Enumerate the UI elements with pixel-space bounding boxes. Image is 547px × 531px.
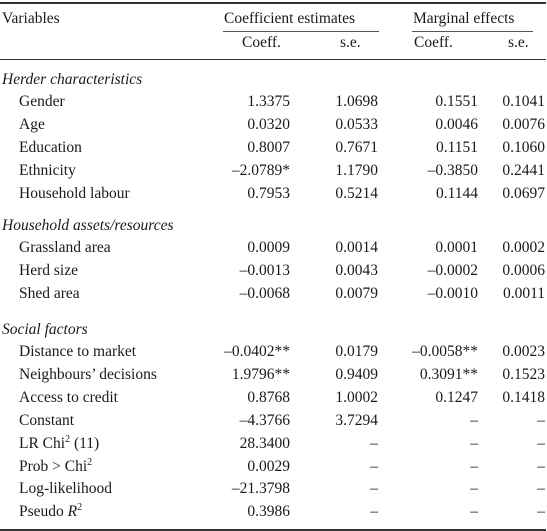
row-label: Shed area [19,284,80,302]
marginal-se-value: 0.0011 [502,284,545,302]
marginal-se-value: 0.1418 [502,388,545,406]
marginal-se-value: 0.0076 [502,115,545,133]
row-label: LR Chi2 (11) [19,433,100,452]
row-label: Log-likelihood [19,480,112,498]
coeff-value: 1.3375 [247,93,290,110]
section-title: Household assets/resources [2,217,174,234]
row-label: Neighbours’ decisions [19,365,157,383]
marginal-coeff-value: – [470,434,478,452]
marginal-coeff-value: –0.0010 [427,284,478,302]
subheader-se: s.e. [340,34,361,51]
marginal-coeff-value: –0.0002 [427,261,478,279]
coeff-value: –0.0068 [239,284,290,302]
header-rule [0,59,546,60]
coeff-value: 28.3400 [239,434,290,452]
coeff-value: 0.0029 [247,457,290,475]
marginal-se-value: 0.1523 [502,365,545,383]
marginal-se-value: 0.2441 [502,161,545,179]
marginal-se-value: 0.1041 [502,93,545,110]
row-label: Education [19,138,82,156]
marginal-coeff-value: – [470,411,478,429]
se-value: 1.0698 [335,93,378,110]
coeff-value: 0.7953 [247,184,290,202]
coeff-value: 1.9796** [231,365,290,383]
se-value: 0.0014 [335,239,378,256]
se-value: 0.7671 [335,138,378,156]
header-variables: Variables [2,10,60,27]
coeff-value: 0.8768 [247,388,290,406]
se-value: 0.0533 [335,115,378,133]
row-label: Gender [19,93,65,110]
header-coefficient-estimates: Coefficient estimates [224,10,355,27]
se-value: 1.0002 [335,388,378,406]
se-value: 0.5214 [335,184,378,202]
subheader-coeff: Coeff. [242,34,281,51]
se-value: – [370,480,378,498]
row-label: Access to credit [19,388,118,406]
se-value: 0.9409 [335,365,378,383]
header-marginal-effects: Marginal effects [413,10,515,27]
marginal-coeff-value: 0.0001 [435,239,478,256]
row-label: Distance to market [19,343,137,360]
marginal-coeff-value: 0.1144 [435,184,478,202]
marginal-coeff-value: –0.0058** [412,343,478,360]
se-value: 1.1790 [335,161,378,179]
marginal-coeff-value: 0.1151 [435,138,478,156]
marginal-se-value: – [537,503,545,521]
coeff-value: 0.0320 [247,115,290,133]
marginal-se-value: – [537,457,545,475]
se-value: 0.0043 [335,261,378,279]
se-value: – [370,457,378,475]
se-value: – [370,503,378,521]
row-label: Grassland area [19,239,111,256]
coeff-value: –0.0013 [239,261,290,279]
row-label: Prob > Chi2 [19,456,93,475]
coeff-value: 0.0009 [247,239,290,256]
marginal-se-value: 0.1060 [502,138,545,156]
coeff-value: –21.3798 [231,480,290,498]
marginal-se-value: 0.0023 [502,343,545,360]
section-title: Herder characteristics [2,71,143,88]
section-title: Social factors [2,321,88,338]
marginal-coeff-value: 0.3091** [419,365,478,383]
top-rule [0,2,546,4]
coeff-value: –2.0789* [231,161,290,179]
row-label: Household labour [19,184,130,202]
coeff-value: –0.0402** [224,343,290,360]
subheader-se-marginal: s.e. [508,34,529,51]
marginal-coeff-value: – [470,480,478,498]
row-label: Constant [19,411,75,429]
se-value: – [370,434,378,452]
marginal-se-value: 0.0006 [502,261,545,279]
row-label: Age [19,115,45,133]
coeff-value: 0.8007 [247,138,290,156]
subheader-coeff-marginal: Coeff. [414,34,453,51]
se-value: 3.7294 [335,411,378,429]
marginal-coeff-value: – [470,457,478,475]
row-label: Ethnicity [19,161,76,179]
marginal-se-value: 0.0697 [502,184,545,202]
marginal-coeff-value: 0.1551 [435,93,478,110]
marginal-coeff-value: 0.0046 [435,115,478,133]
coeff-value: 0.3986 [247,503,290,521]
coeff-value: –4.3766 [239,411,290,429]
marginal-coeff-value: –0.3850 [427,161,478,179]
marginal-se-value: – [537,480,545,498]
marginal-se-value: – [537,411,545,429]
marginal-se-value: – [537,434,545,452]
row-label: Pseudo R2 [19,502,83,521]
row-label: Herd size [19,261,78,279]
se-value: 0.0179 [335,343,378,360]
se-value: 0.0079 [335,284,378,302]
marg-group-underline [412,31,533,32]
marginal-coeff-value: – [470,503,478,521]
coef-group-underline [223,31,379,32]
bottom-rule [0,529,546,531]
marginal-coeff-value: 0.1247 [435,388,478,406]
marginal-se-value: 0.0002 [502,239,545,256]
